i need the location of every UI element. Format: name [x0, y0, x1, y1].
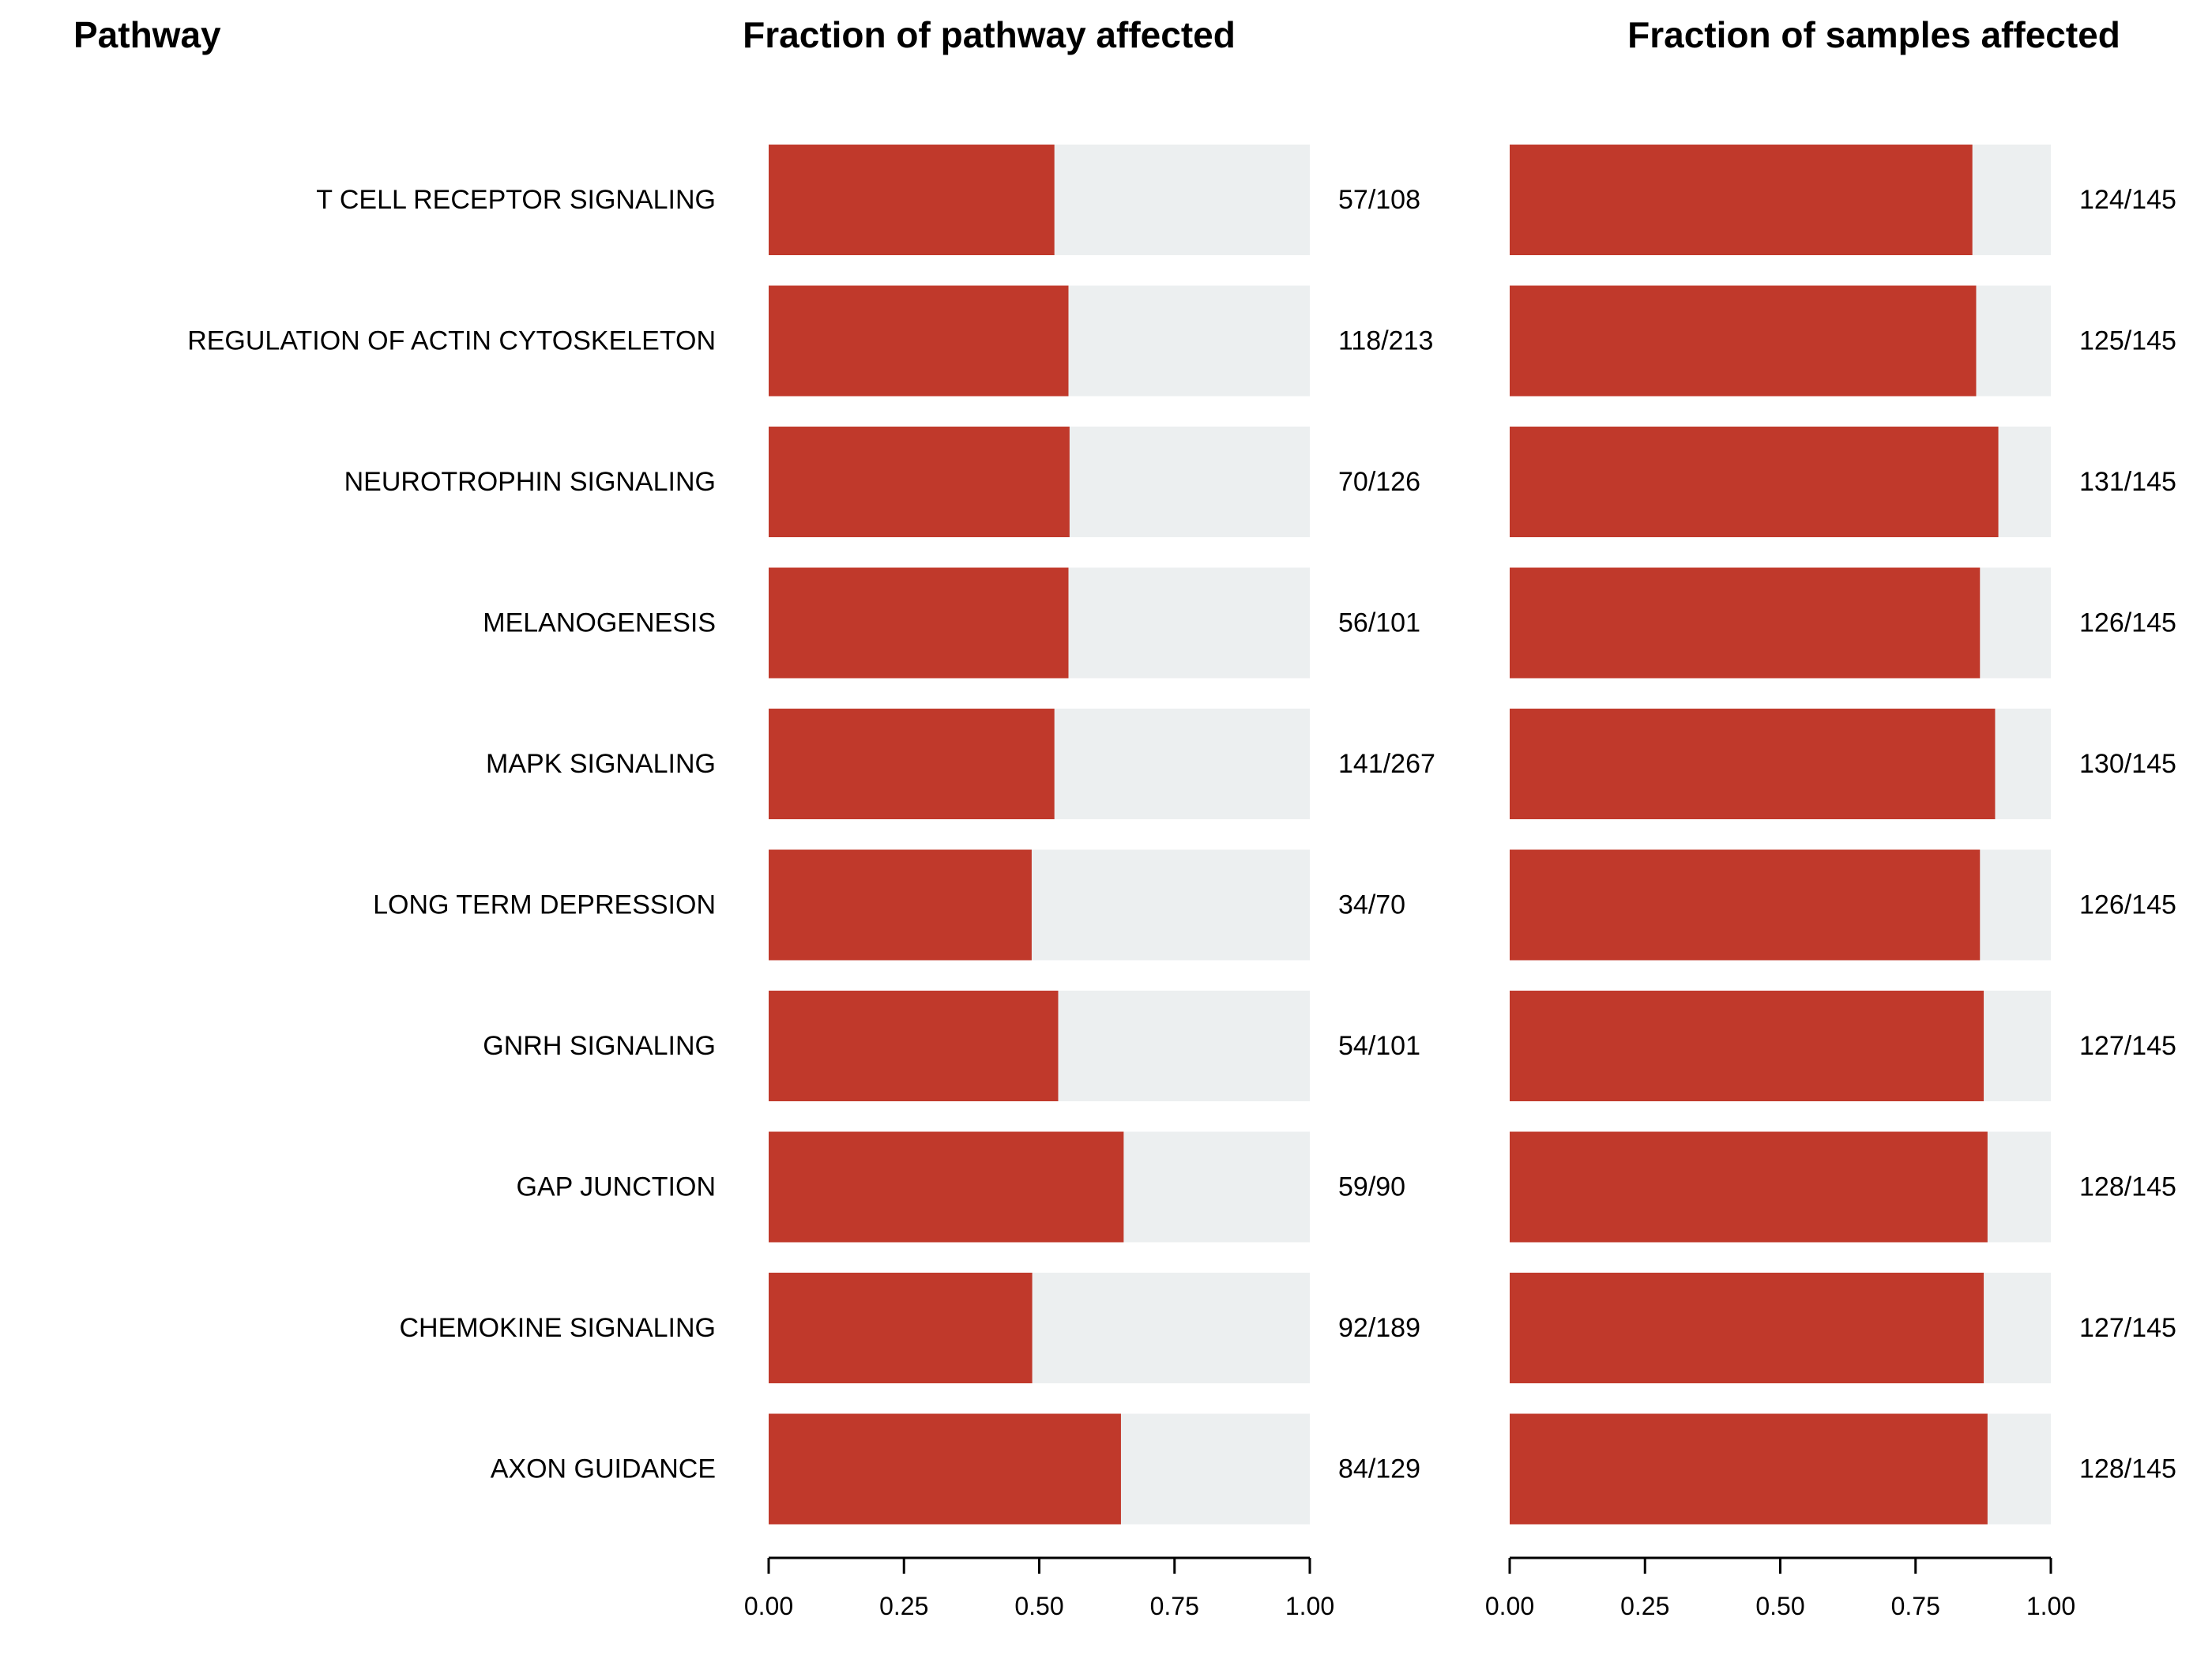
pathway-label: MAPK SIGNALING — [486, 749, 716, 779]
pathway-label: LONG TERM DEPRESSION — [373, 890, 716, 920]
pathway-label: T CELL RECEPTOR SIGNALING — [316, 185, 716, 215]
panel1-count-label: 59/90 — [1338, 1172, 1405, 1202]
panel2-tick-label: 0.75 — [1891, 1592, 1940, 1620]
panel1-bar — [769, 285, 1069, 397]
panel2-tick-label: 0.25 — [1620, 1592, 1669, 1620]
panel2-bar — [1510, 567, 1981, 679]
panel2-tick-label: 1.00 — [2026, 1592, 2075, 1620]
panel2-count-label: 131/145 — [2079, 467, 2176, 497]
panel1-tick-label: 0.25 — [879, 1592, 928, 1620]
panel2-tick-label: 0.00 — [1485, 1592, 1534, 1620]
pathway-label: NEUROTROPHIN SIGNALING — [344, 467, 716, 497]
panel1-bar — [769, 849, 1032, 961]
pathway-label: CHEMOKINE SIGNALING — [399, 1313, 716, 1343]
panel1-count-label: 57/108 — [1338, 185, 1420, 215]
panel1-count-label: 84/129 — [1338, 1454, 1420, 1484]
panel2-bar — [1510, 1413, 1988, 1525]
panel2-count-label: 126/145 — [2079, 608, 2176, 638]
panel2-bar — [1510, 991, 1984, 1101]
panel2-count-label: 126/145 — [2079, 890, 2176, 920]
panel1-bar — [769, 1413, 1121, 1525]
panel1-tick-label: 0.00 — [744, 1592, 793, 1620]
panel2-count-label: 130/145 — [2079, 749, 2176, 779]
pathway-label: GAP JUNCTION — [516, 1172, 716, 1202]
panel1-count-label: 34/70 — [1338, 890, 1405, 920]
panel2-bar — [1510, 145, 1973, 255]
panel1-bar — [769, 1131, 1124, 1243]
pathway-label: REGULATION OF ACTIN CYTOSKELETON — [187, 326, 716, 356]
panel2-bar — [1510, 849, 1981, 961]
panel2-bar — [1510, 427, 1999, 537]
panel2-title: Fraction of samples affected — [1627, 14, 2120, 55]
panel1-bar — [769, 427, 1070, 537]
panel1-count-label: 92/189 — [1338, 1313, 1420, 1343]
pathway-label: AXON GUIDANCE — [491, 1454, 716, 1484]
panel1-tick-label: 0.50 — [1014, 1592, 1063, 1620]
panel1-bar — [769, 567, 1069, 679]
panel2-tick-label: 0.50 — [1755, 1592, 1804, 1620]
panel1-tick-label: 0.75 — [1150, 1592, 1199, 1620]
panel1-bar — [769, 709, 1055, 819]
panel2-count-label: 128/145 — [2079, 1172, 2176, 1202]
panel1-bar — [769, 1273, 1033, 1383]
panel2-count-label: 127/145 — [2079, 1031, 2176, 1061]
panel2-count-label: 125/145 — [2079, 326, 2176, 356]
panel1-bar — [769, 145, 1055, 255]
panel1-count-label: 56/101 — [1338, 608, 1420, 638]
pathway-column-header: Pathway — [73, 14, 221, 55]
pathway-label: GNRH SIGNALING — [483, 1031, 716, 1061]
panel2-bar — [1510, 1273, 1984, 1383]
pathway-label: MELANOGENESIS — [483, 608, 716, 638]
panel2-bar — [1510, 285, 1977, 397]
panel2-count-label: 124/145 — [2079, 185, 2176, 215]
panel1-tick-label: 1.00 — [1285, 1592, 1334, 1620]
panel2-count-label: 127/145 — [2079, 1313, 2176, 1343]
panel1-count-label: 118/213 — [1338, 326, 1433, 356]
panel2-bar — [1510, 1131, 1988, 1243]
panel1-bar — [769, 991, 1059, 1101]
chart-marks: T CELL RECEPTOR SIGNALING REGULATION OF A… — [187, 145, 2176, 1620]
panel1-title: Fraction of pathway affected — [743, 14, 1236, 55]
panel1-count-label: 54/101 — [1338, 1031, 1420, 1061]
panel2-bar — [1510, 709, 1996, 819]
panel1-count-label: 141/267 — [1338, 749, 1435, 779]
panel2-count-label: 128/145 — [2079, 1454, 2176, 1484]
panel1-count-label: 70/126 — [1338, 467, 1420, 497]
